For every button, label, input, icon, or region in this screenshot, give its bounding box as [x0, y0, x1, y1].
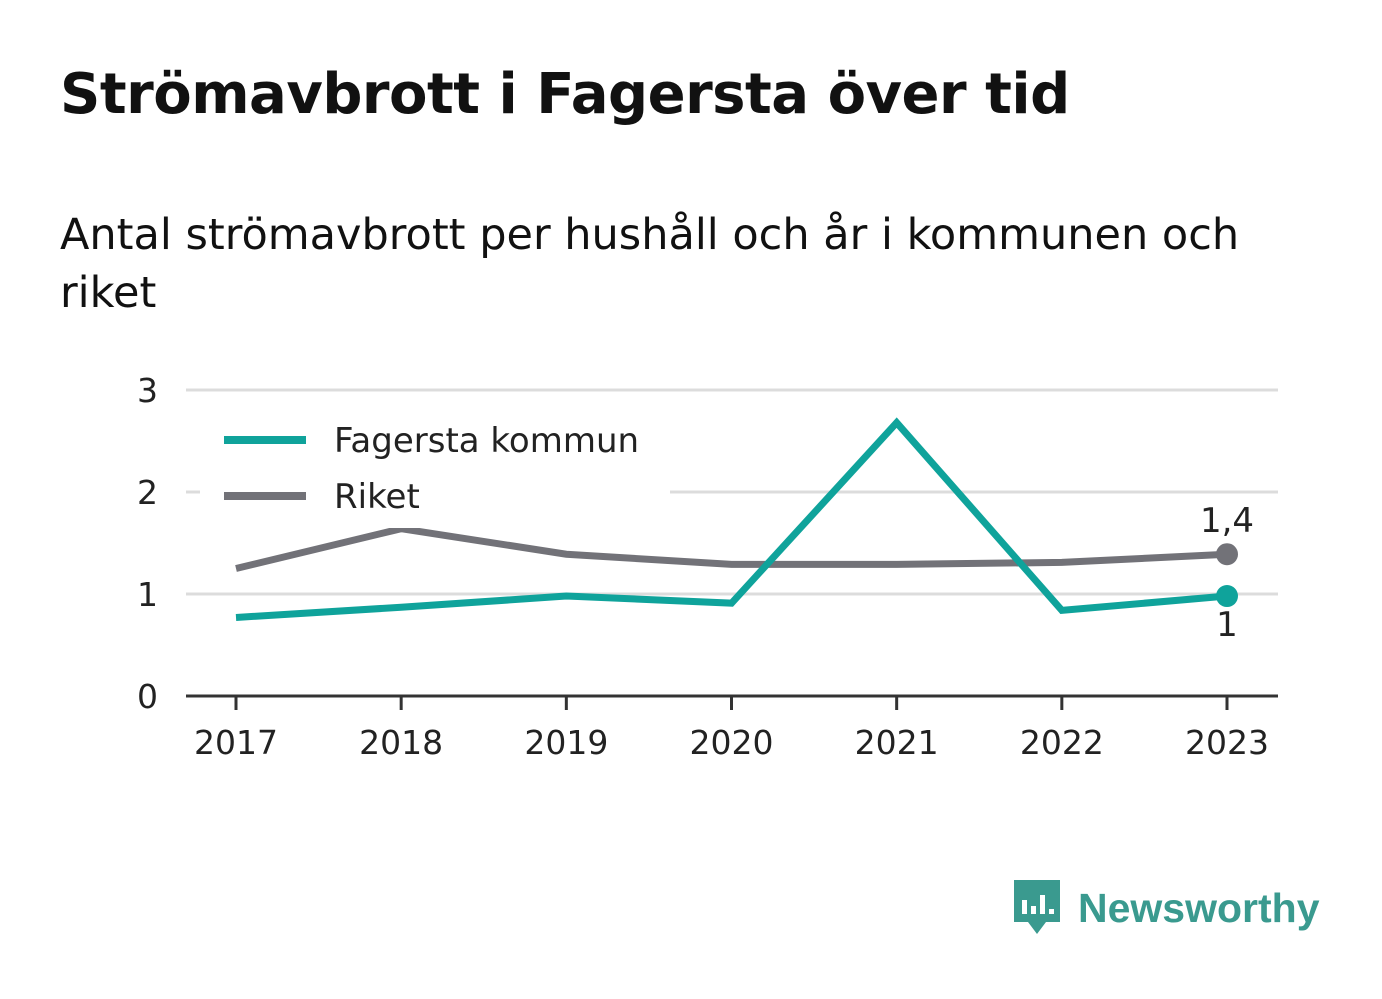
- series-end-dot: [1216, 543, 1238, 566]
- x-tick-label: 2017: [194, 723, 278, 762]
- legend-label: Riket: [334, 477, 420, 517]
- series-end-label: 1: [1216, 605, 1238, 645]
- end-labels: 11,4: [1200, 501, 1254, 645]
- brand-name: Newsworthy: [1078, 884, 1320, 931]
- y-tick-label: 0: [137, 677, 158, 716]
- legend-background: [200, 408, 670, 528]
- x-tick-label: 2018: [359, 723, 443, 762]
- legend: Fagersta kommun Riket: [200, 408, 670, 528]
- y-tick-label: 1: [137, 575, 158, 614]
- brand-logo: Newsworthy: [1010, 876, 1320, 940]
- series-lines: [235, 417, 1238, 621]
- x-tick-label: 2021: [855, 723, 939, 762]
- x-tick-label: 2019: [524, 723, 608, 762]
- series-line-fagersta: [235, 417, 1228, 621]
- y-tick-label: 3: [137, 371, 158, 410]
- series-line-riket: [235, 525, 1228, 572]
- series-end-dot: [1216, 585, 1238, 608]
- axes: 0 1 2 3 2017 2018 2019 2020 2021 2022 2023: [137, 371, 1278, 762]
- y-tick-label: 2: [137, 473, 158, 512]
- legend-label: Fagersta kommun: [334, 421, 639, 461]
- x-tick-label: 2020: [690, 723, 774, 762]
- x-tick-label: 2022: [1020, 723, 1104, 762]
- chart-subtitle: Antal strömavbrott per hushåll och år i …: [60, 210, 1240, 318]
- series-end-label: 1,4: [1200, 501, 1254, 541]
- chart-title: Strömavbrott i Fagersta över tid: [60, 62, 1070, 127]
- x-tick-label: 2023: [1185, 723, 1269, 762]
- chart-speech-bubble-icon: [1014, 880, 1060, 934]
